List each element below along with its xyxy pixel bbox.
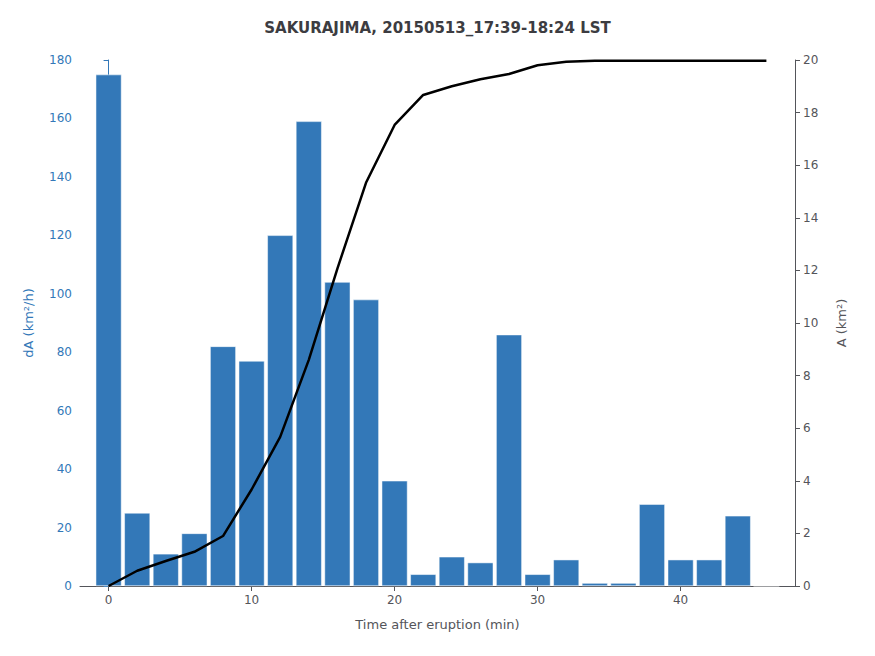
svg-text:4: 4 xyxy=(803,474,811,488)
svg-text:SAKURAJIMA, 20150513_17:39-18:: SAKURAJIMA, 20150513_17:39-18:24 LST xyxy=(264,19,611,37)
svg-text:80: 80 xyxy=(57,345,72,359)
svg-text:160: 160 xyxy=(49,111,72,125)
svg-text:0: 0 xyxy=(64,579,72,593)
svg-text:40: 40 xyxy=(57,462,72,476)
svg-text:120: 120 xyxy=(49,228,72,242)
svg-text:A (km²): A (km²) xyxy=(834,299,849,348)
svg-text:dA (km²/h): dA (km²/h) xyxy=(21,288,36,357)
svg-text:6: 6 xyxy=(803,421,811,435)
svg-text:10: 10 xyxy=(244,593,259,607)
svg-text:100: 100 xyxy=(49,287,72,301)
svg-text:14: 14 xyxy=(803,211,818,225)
svg-text:12: 12 xyxy=(803,263,818,277)
svg-text:Time after eruption (min): Time after eruption (min) xyxy=(354,617,519,632)
svg-text:2: 2 xyxy=(803,526,811,540)
svg-text:180: 180 xyxy=(49,53,72,67)
svg-text:10: 10 xyxy=(803,316,818,330)
svg-text:60: 60 xyxy=(57,404,72,418)
svg-text:18: 18 xyxy=(803,106,818,120)
svg-text:140: 140 xyxy=(49,170,72,184)
svg-text:20: 20 xyxy=(57,521,72,535)
svg-text:8: 8 xyxy=(803,369,811,383)
svg-text:0: 0 xyxy=(105,593,113,607)
svg-text:0: 0 xyxy=(803,579,811,593)
svg-text:16: 16 xyxy=(803,158,818,172)
svg-text:20: 20 xyxy=(387,593,402,607)
svg-text:20: 20 xyxy=(803,53,818,67)
svg-text:30: 30 xyxy=(530,593,545,607)
svg-text:40: 40 xyxy=(673,593,688,607)
